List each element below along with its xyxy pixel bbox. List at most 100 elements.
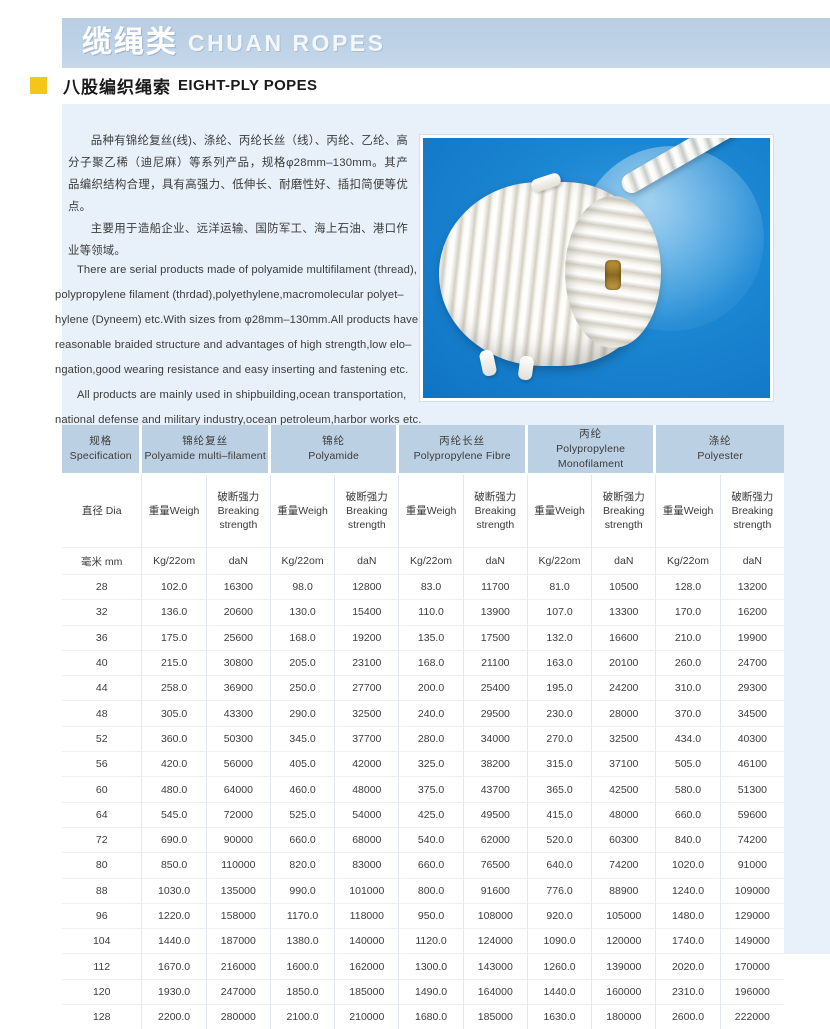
cell-weight: 1020.0	[656, 853, 721, 879]
cell-weight: 110.0	[399, 600, 464, 626]
header-line: Breaking	[346, 505, 388, 517]
header-group-en: Polypropylene Fibre	[413, 450, 511, 462]
cell-breaking-strength: 124000	[463, 929, 528, 955]
cell-breaking-strength: 222000	[720, 1005, 784, 1029]
cell-breaking-strength: 64000	[206, 777, 271, 803]
cell-breaking-strength: 42000	[335, 752, 400, 778]
cell-weight: 200.0	[399, 676, 464, 702]
cell-breaking-strength: 170000	[720, 954, 784, 980]
cell-weight: 800.0	[399, 878, 464, 904]
cell-weight: 820.0	[270, 853, 336, 879]
cell-weight: 107.0	[527, 600, 593, 626]
rope-core-hole	[605, 260, 621, 290]
description-en-line: reasonable braided structure and advanta…	[55, 339, 412, 351]
cell-weight: 1630.0	[527, 1005, 593, 1029]
description-en-line: national defense and military industry,o…	[55, 414, 422, 426]
unit-cell: daN	[206, 548, 271, 575]
cell-breaking-strength: 24200	[592, 676, 657, 702]
cell-weight: 2310.0	[656, 979, 721, 1006]
cell-breaking-strength: 72000	[206, 802, 271, 828]
header-line: 重量Weigh	[277, 505, 328, 517]
cell-breaking-strength: 91000	[720, 853, 784, 879]
cell-breaking-strength: 16600	[592, 625, 657, 651]
cell-weight: 315.0	[527, 752, 593, 778]
cell-breaking-strength: 13200	[720, 575, 784, 601]
header-diameter: 直径 Dia	[62, 475, 143, 548]
cell-breaking-strength: 60300	[592, 827, 657, 854]
header-group-polypropylene-monofilament: 丙纶 Polypropylene Monofilament	[527, 425, 657, 475]
cell-breaking-strength: 15400	[335, 600, 400, 626]
cell-weight: 1260.0	[527, 954, 593, 980]
table-row: 28 102.0 16300 98.0 12800 83.0 11700 81.0 10500 1…	[62, 575, 784, 601]
cell-breaking-strength: 160000	[592, 979, 657, 1006]
cell-breaking-strength: 68000	[335, 827, 400, 854]
cell-weight: 1170.0	[270, 903, 336, 930]
cell-weight: 305.0	[142, 701, 207, 727]
header-breaking-strength: 破断强力 Breaking strength	[206, 475, 271, 548]
cell-breaking-strength: 48000	[592, 802, 657, 828]
header-line: strength	[604, 519, 643, 531]
cell-breaking-strength: 74200	[720, 827, 784, 854]
header-weight: 重量Weigh	[527, 475, 593, 548]
cell-weight: 990.0	[270, 878, 336, 904]
cell-diameter: 28	[62, 575, 143, 601]
header-group-polyamide-multifilament: 锦纶复丝 Polyamide multi–filament	[142, 425, 271, 475]
cell-breaking-strength: 17500	[463, 625, 528, 651]
page-title-band: 缆绳类 CHUAN ROPES	[62, 18, 830, 68]
cell-breaking-strength: 32500	[335, 701, 400, 727]
header-line: strength	[733, 519, 772, 531]
header-line: Breaking	[603, 505, 645, 517]
cell-breaking-strength: 56000	[206, 752, 271, 778]
cell-weight: 2020.0	[656, 954, 721, 980]
cell-weight: 128.0	[656, 575, 721, 601]
product-photo	[423, 138, 770, 398]
cell-weight: 1850.0	[270, 979, 336, 1006]
cell-weight: 1670.0	[142, 954, 207, 980]
cell-diameter: 120	[62, 979, 143, 1006]
section-subtitle: 八股编织绳索 EIGHT-PLY POPES	[30, 72, 810, 98]
header-group-polyester: 涤纶 Polyester	[656, 425, 784, 475]
cell-weight: 1300.0	[399, 954, 464, 980]
cell-weight: 545.0	[142, 802, 207, 828]
page-title-chinese: 缆绳类	[82, 26, 178, 59]
cell-weight: 776.0	[527, 878, 593, 904]
cell-breaking-strength: 91600	[463, 878, 528, 904]
unit-cell: daN	[335, 548, 400, 575]
cell-weight: 580.0	[656, 777, 721, 803]
cell-weight: 136.0	[142, 600, 207, 626]
unit-cell: Kg/22om	[399, 548, 464, 575]
cell-weight: 1930.0	[142, 979, 207, 1006]
cell-breaking-strength: 37700	[335, 726, 400, 753]
header-line: Breaking	[217, 505, 260, 517]
table-row: 128 2200.0 280000 2100.0 210000 1680.0 185000 1…	[62, 1005, 784, 1029]
header-line: 重量Weigh	[405, 505, 457, 517]
cell-breaking-strength: 13900	[463, 600, 528, 626]
header-line: strength	[347, 519, 386, 531]
product-photo-frame	[419, 134, 774, 402]
header-group-polyamide: 锦纶 Polyamide	[270, 425, 400, 475]
cell-weight: 1680.0	[399, 1005, 464, 1029]
cell-weight: 415.0	[527, 802, 593, 828]
description-cn-paragraph-2: 主要用于造船企业、远洋运输、国防军工、海上石油、港口作业等领域。	[68, 223, 408, 257]
cell-diameter: 56	[62, 752, 143, 778]
table-row: 64 545.0 72000 525.0 54000 425.0 49500 415.0 480…	[62, 802, 784, 828]
header-group-cn: 规格	[89, 435, 113, 447]
cell-breaking-strength: 108000	[463, 903, 528, 930]
cell-breaking-strength: 36900	[206, 676, 271, 702]
cell-weight: 280.0	[399, 726, 464, 753]
cell-breaking-strength: 29500	[463, 701, 528, 727]
cell-weight: 950.0	[399, 903, 464, 930]
cell-breaking-strength: 62000	[463, 827, 528, 854]
header-weight: 重量Weigh	[399, 475, 464, 548]
table-header-units-row: 毫米 mm Kg/22om daN Kg/22om daN Kg/22om da…	[62, 548, 784, 575]
header-group-polypropylene-fibre: 丙纶长丝 Polypropylene Fibre	[399, 425, 528, 475]
cell-breaking-strength: 164000	[463, 979, 528, 1006]
header-line: 破断强力	[474, 491, 517, 503]
cell-breaking-strength: 24700	[720, 650, 784, 677]
cell-breaking-strength: 90000	[206, 827, 271, 854]
cell-breaking-strength: 101000	[335, 878, 400, 904]
header-group-specification: 规格 Specification	[62, 425, 143, 475]
table-row: 44 258.0 36900 250.0 27700 200.0 25400 195.0 242…	[62, 676, 784, 702]
cell-breaking-strength: 16200	[720, 600, 784, 626]
cell-weight: 135.0	[399, 625, 464, 651]
